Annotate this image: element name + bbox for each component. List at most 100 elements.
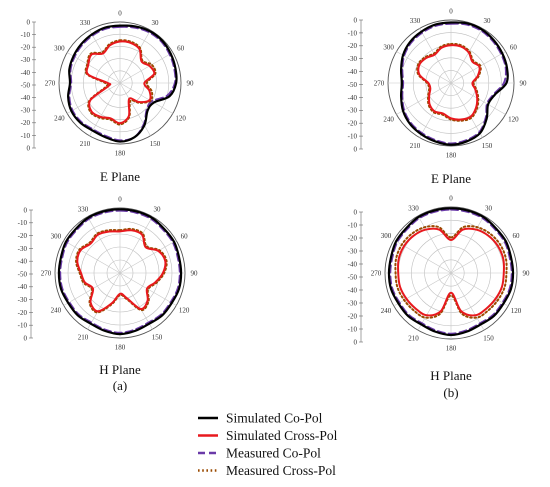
legend-entry-label: Measured Co-Pol [226, 446, 321, 461]
radial-tick-label: 0 [27, 18, 31, 26]
series-simulated-cross-pol [85, 40, 156, 125]
radial-tick-label: -50 [18, 270, 28, 278]
series-measured-co-pol [389, 208, 513, 335]
radial-tick-label: -10 [348, 133, 358, 141]
radial-tick-label: -40 [21, 94, 31, 102]
plane-label-0: E Plane [100, 169, 140, 184]
angle-tick-label: 0 [118, 10, 122, 18]
angle-tick-label: 90 [191, 270, 199, 278]
series-measured-co-pol [59, 209, 181, 334]
grid-spoke [419, 28, 452, 84]
panel-label-b: (b) [443, 385, 458, 400]
series-simulated-co-pol [387, 207, 515, 337]
grid-spoke [417, 272, 452, 331]
radial-tick-label: -30 [348, 247, 358, 255]
grid-spoke [87, 272, 121, 330]
angle-tick-label: 60 [181, 233, 189, 241]
grid-spoke [393, 272, 452, 307]
angle-tick-label: 120 [179, 307, 190, 315]
grid-spoke [89, 82, 121, 136]
angle-tick-label: 180 [446, 152, 457, 160]
angle-tick-label: 60 [177, 45, 185, 53]
angle-tick-label: 330 [80, 19, 91, 27]
panel-a-e-plane: 0 30 60 90 120 150 180 210 240 270 300 330 0 -10 -20 -3… [21, 10, 194, 158]
grid-spoke [450, 51, 506, 84]
angle-tick-label: 30 [485, 205, 493, 213]
grid-spoke [119, 82, 151, 136]
angle-tick-label: 210 [80, 140, 91, 148]
angle-tick-label: 330 [78, 205, 89, 213]
angle-tick-label: 270 [45, 80, 56, 88]
radial-tick-label: -50 [348, 81, 358, 89]
angle-tick-label: 330 [408, 205, 419, 213]
radial-tick-label: 0 [27, 144, 31, 152]
radial-tick-label: -10 [348, 325, 358, 333]
radial-tick-label: -40 [18, 283, 28, 291]
angle-tick-label: 120 [508, 116, 519, 124]
angle-tick-label: 330 [410, 17, 421, 25]
grid-spoke [89, 30, 121, 84]
radial-tick-label: -30 [348, 55, 358, 63]
angle-tick-label: 0 [118, 196, 122, 204]
legend-entry-label: Simulated Cross-Pol [226, 428, 338, 443]
legend-entry-label: Measured Cross-Pol [226, 463, 336, 478]
panel-a-h-plane: 0 30 60 90 120 150 180 210 240 270 300 330 0 -10 -20 -3… [18, 196, 198, 352]
angle-tick-label: 210 [410, 142, 421, 150]
plane-label-2: H Plane [99, 362, 141, 377]
grid-spoke [87, 216, 121, 274]
angle-tick-label: 150 [150, 140, 161, 148]
grid-spoke [450, 82, 483, 138]
grid-spoke [396, 51, 452, 84]
radial-tick-label: -40 [21, 69, 31, 77]
angle-tick-label: 180 [446, 345, 457, 353]
panel-b-h-plane: 0 30 60 90 120 150 180 210 240 270 300 330 0 -10 -20 -3… [348, 195, 530, 353]
angle-tick-label: 210 [408, 334, 419, 342]
radial-tick-label: 0 [24, 206, 28, 214]
radial-tick-label: 0 [354, 208, 358, 216]
angle-tick-label: 90 [523, 270, 531, 278]
grid-spoke [119, 272, 177, 306]
series-measured-cross-pol [416, 42, 482, 122]
radial-tick-label: -40 [348, 68, 358, 76]
angle-tick-label: 270 [374, 80, 385, 88]
radial-tick-label: 0 [354, 145, 358, 153]
radial-tick-label: 0 [24, 334, 28, 342]
radial-tick-label: -30 [348, 299, 358, 307]
radial-tick-label: -30 [18, 245, 28, 253]
radial-tick-label: -40 [348, 94, 358, 102]
radial-tick-label: -20 [348, 120, 358, 128]
legend-entry-label: Simulated Co-Pol [226, 411, 323, 426]
plane-label-3: H Plane [430, 368, 472, 383]
grid-spoke [119, 82, 173, 114]
radial-tick-label: -10 [348, 29, 358, 37]
radial-tick-label: -20 [348, 234, 358, 242]
panel-b-e-plane: 0 30 60 90 120 150 180 210 240 270 300 330 0 -10 -20 -3… [348, 8, 527, 160]
series-measured-cross-pol [75, 227, 168, 314]
series-simulated-cross-pol [417, 44, 481, 121]
series-measured-cross-pol [84, 39, 157, 126]
series-measured-co-pol [68, 25, 177, 142]
series-measured-co-pol [401, 22, 507, 145]
grid-spoke [450, 28, 483, 84]
series-simulated-co-pol [67, 24, 178, 143]
grid-spoke [450, 272, 509, 307]
angle-tick-label: 90 [187, 80, 195, 88]
radial-tick-label: -30 [21, 56, 31, 64]
radial-tick-label: -50 [348, 273, 358, 281]
radial-tick-label: -30 [348, 107, 358, 115]
grid-spoke [450, 215, 485, 274]
radial-tick-label: -30 [21, 107, 31, 115]
angle-tick-label: 30 [152, 19, 160, 27]
grid-spoke [119, 216, 153, 274]
radial-tick-label: -20 [21, 44, 31, 52]
radial-tick-label: -10 [18, 219, 28, 227]
radial-tick-label: -20 [18, 309, 28, 317]
angle-tick-label: 270 [41, 270, 52, 278]
angle-tick-label: 0 [449, 195, 453, 203]
radial-tick-label: -10 [21, 132, 31, 140]
grid-spoke [417, 215, 452, 274]
radial-tick-label: -40 [18, 258, 28, 266]
plane-label-1: E Plane [431, 171, 471, 186]
grid-spoke [119, 272, 153, 330]
